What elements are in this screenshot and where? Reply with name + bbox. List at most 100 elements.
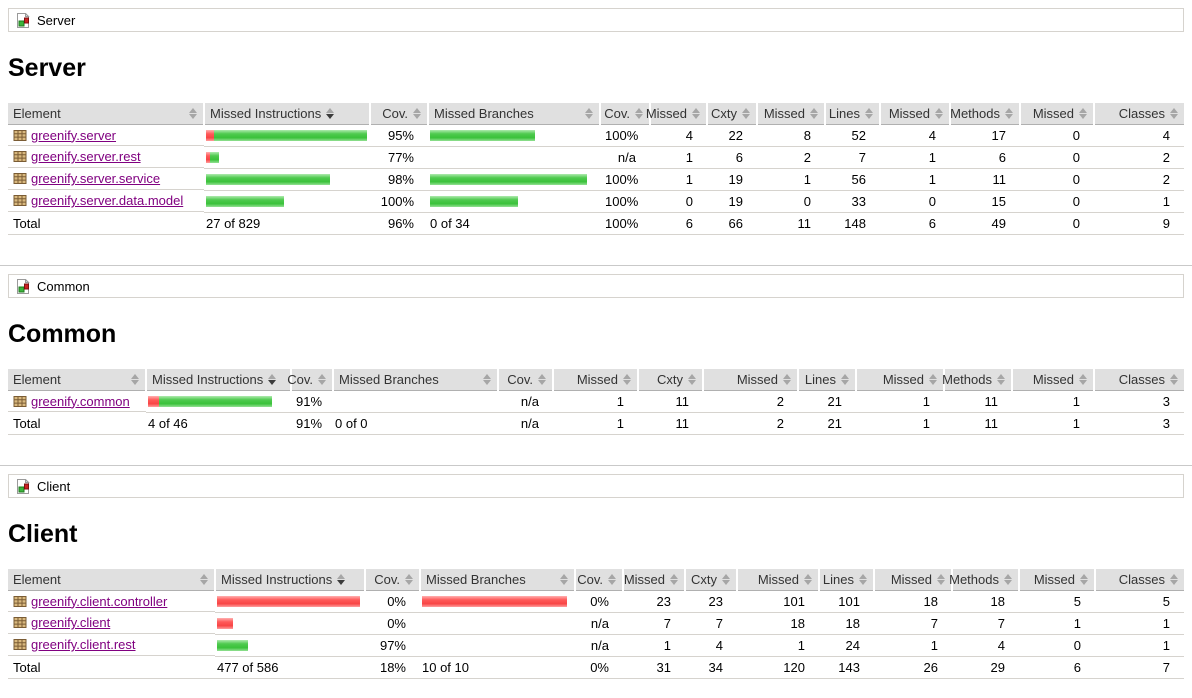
group-icon xyxy=(15,12,31,28)
column-header-element[interactable]: Element xyxy=(8,569,215,591)
missed-classes-value: 0 xyxy=(1020,146,1094,169)
total-missed-classes: 0 xyxy=(1020,212,1094,235)
column-header-missed-branches[interactable]: Missed Branches xyxy=(332,369,498,391)
column-header-instruction-coverage[interactable]: Cov. xyxy=(287,369,333,391)
classes-value: 1 xyxy=(1094,190,1184,213)
cxty-value: 7 xyxy=(685,612,737,635)
column-header-missed-cxty[interactable]: Missed xyxy=(646,103,707,125)
column-header-instruction-coverage[interactable]: Cov. xyxy=(369,103,428,125)
column-header-branch-coverage[interactable]: Cov. xyxy=(599,103,650,125)
methods-value: 17 xyxy=(950,124,1020,147)
total-instruction-coverage: 18% xyxy=(365,656,420,679)
table-row: greenify.server 95% 100% 4 22 8 52 4 17 … xyxy=(8,124,1184,147)
column-header-branch-coverage[interactable]: Cov. xyxy=(574,569,623,591)
sort-icon xyxy=(935,107,944,120)
package-link[interactable]: greenify.common xyxy=(31,393,130,409)
column-header-lines[interactable]: Lines xyxy=(818,569,874,591)
column-header-cxty[interactable]: Cxty xyxy=(637,369,703,391)
sort-icon xyxy=(865,107,874,120)
missed-methods-value: 4 xyxy=(880,124,950,147)
column-header-classes[interactable]: Classes xyxy=(1093,103,1184,125)
breadcrumb-label: Common xyxy=(37,278,90,294)
column-header-lines[interactable]: Lines xyxy=(797,369,856,391)
package-link[interactable]: greenify.server xyxy=(31,127,117,143)
column-header-classes[interactable]: Classes xyxy=(1093,369,1184,391)
column-header-methods[interactable]: Methods xyxy=(949,103,1020,125)
missed-classes-value: 0 xyxy=(1020,168,1094,191)
column-header-missed-classes[interactable]: Missed xyxy=(1019,103,1094,125)
column-header-missed-classes[interactable]: Missed xyxy=(1018,569,1095,591)
column-header-element[interactable]: Element xyxy=(8,369,146,391)
branch-coverage-pct: 0% xyxy=(575,590,623,613)
branch-coverage-bar xyxy=(420,590,575,613)
classes-value: 2 xyxy=(1094,146,1184,169)
missed-classes-value: 0 xyxy=(1020,124,1094,147)
package-link[interactable]: greenify.client.controller xyxy=(31,593,168,609)
column-header-missed-methods[interactable]: Missed xyxy=(879,103,950,125)
branch-coverage-bar xyxy=(333,390,498,413)
sort-icon xyxy=(670,573,679,586)
package-link[interactable]: greenify.client.rest xyxy=(31,637,136,652)
column-header-missed-classes[interactable]: Missed xyxy=(1011,369,1094,391)
coverage-section-common: Common Common Element Missed Instruction… xyxy=(8,274,1184,435)
package-link[interactable]: greenify.server.service xyxy=(31,171,161,186)
column-header-missed-instructions[interactable]: Missed Instructions xyxy=(203,103,370,125)
cxty-value: 23 xyxy=(685,590,737,613)
missed-methods-value: 1 xyxy=(880,168,950,191)
instruction-coverage-pct: 0% xyxy=(365,612,420,635)
coverage-table: Element Missed Instructions Cov. Missed … xyxy=(8,569,1184,679)
column-header-methods[interactable]: Methods xyxy=(942,369,1012,391)
page-title: Common xyxy=(8,320,117,348)
total-label: Total xyxy=(8,412,146,435)
group-icon xyxy=(15,278,31,294)
column-header-cxty[interactable]: Cxty xyxy=(706,103,757,125)
total-missed-lines: 2 xyxy=(703,412,798,435)
sort-icon xyxy=(997,373,1006,386)
classes-value: 1 xyxy=(1095,612,1184,635)
column-header-missed-lines[interactable]: Missed xyxy=(756,103,825,125)
column-header-branch-coverage[interactable]: Cov. xyxy=(497,369,553,391)
methods-value: 11 xyxy=(950,168,1020,191)
column-header-missed-branches[interactable]: Missed Branches xyxy=(427,103,600,125)
instruction-coverage-bar xyxy=(215,612,365,635)
column-header-lines[interactable]: Lines xyxy=(824,103,880,125)
missed-cxty-value: 4 xyxy=(650,124,707,147)
column-header-cxty[interactable]: Cxty xyxy=(684,569,737,591)
missed-lines-value: 101 xyxy=(737,590,819,613)
cxty-value: 11 xyxy=(638,390,703,413)
lines-value: 24 xyxy=(819,634,874,657)
missed-classes-value: 1 xyxy=(1012,390,1094,413)
column-header-missed-methods[interactable]: Missed xyxy=(855,369,944,391)
total-branches: 0 of 0 xyxy=(333,412,498,435)
sort-icon xyxy=(1170,107,1179,120)
column-header-instruction-coverage[interactable]: Cov. xyxy=(364,569,420,591)
total-missed-classes: 1 xyxy=(1012,412,1094,435)
sort-icon xyxy=(538,373,547,386)
instruction-coverage-pct: 95% xyxy=(370,124,428,147)
section-divider xyxy=(0,265,1192,266)
column-header-missed-methods[interactable]: Missed xyxy=(873,569,952,591)
package-link[interactable]: greenify.server.rest xyxy=(31,149,141,164)
column-header-missed-lines[interactable]: Missed xyxy=(736,569,819,591)
sort-icon xyxy=(1080,573,1089,586)
package-icon xyxy=(13,172,27,185)
column-header-methods[interactable]: Methods xyxy=(949,569,1019,591)
column-header-missed-instructions[interactable]: Missed Instructions xyxy=(145,369,291,391)
sort-icon xyxy=(131,373,140,386)
total-missed-methods: 6 xyxy=(880,212,950,235)
package-link[interactable]: greenify.server.data.model xyxy=(31,193,184,208)
breadcrumb-label: Server xyxy=(37,12,76,28)
column-header-missed-branches[interactable]: Missed Branches xyxy=(419,569,575,591)
sort-icon xyxy=(783,373,792,386)
package-link[interactable]: greenify.client xyxy=(31,615,111,630)
column-header-missed-instructions[interactable]: Missed Instructions xyxy=(214,569,365,591)
total-lines: 143 xyxy=(819,656,874,679)
column-header-missed-lines[interactable]: Missed xyxy=(702,369,798,391)
column-header-missed-cxty[interactable]: Missed xyxy=(622,569,685,591)
instruction-coverage-bar xyxy=(204,124,370,147)
total-missed-lines: 120 xyxy=(737,656,819,679)
column-header-missed-cxty[interactable]: Missed xyxy=(552,369,638,391)
column-header-classes[interactable]: Classes xyxy=(1094,569,1184,591)
column-header-element[interactable]: Element xyxy=(8,103,204,125)
table-total-row: Total 27 of 829 96% 0 of 34 100% 6 66 11… xyxy=(8,212,1184,235)
